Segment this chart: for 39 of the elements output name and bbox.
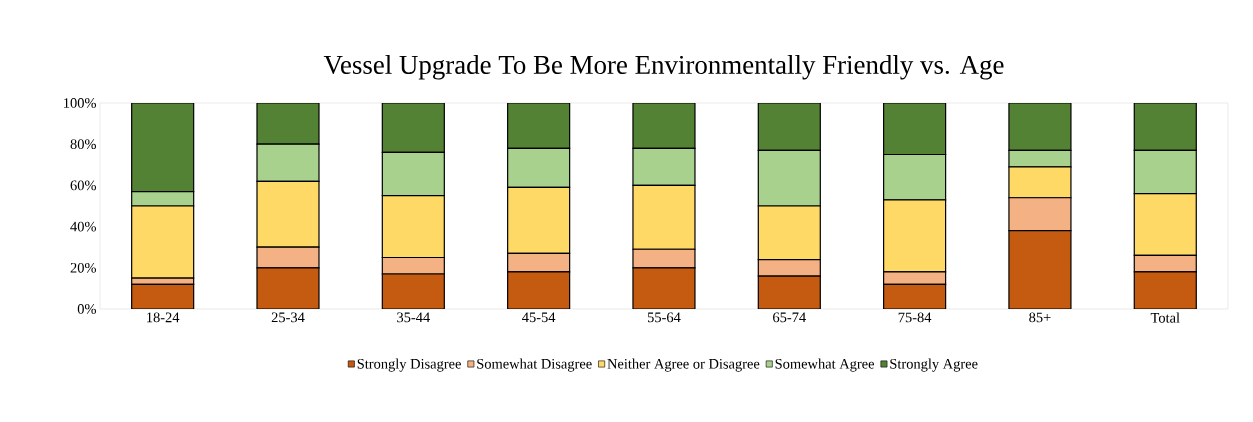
x-tick-label: 85+ — [1029, 312, 1051, 323]
x-tick-label: 35-44 — [397, 312, 430, 323]
y-tick-label: 40% — [70, 221, 96, 232]
bar — [883, 103, 947, 156]
legend-label: Neither Agree or Disagree — [607, 358, 760, 372]
x-tick-label: 55-64 — [647, 312, 681, 323]
y-tick-label: 0% — [77, 304, 96, 314]
bar — [507, 271, 571, 309]
y-tick-label: 60% — [70, 180, 96, 191]
x-tick-label: 65-74 — [773, 312, 806, 323]
bar — [1133, 271, 1197, 309]
legend-label: Somewhat Disagree — [477, 358, 592, 372]
bar — [507, 103, 571, 149]
legend-label: Somewhat Agree — [775, 358, 875, 372]
x-tick-label: 45-54 — [522, 312, 556, 323]
bar — [1008, 103, 1072, 151]
bar — [131, 283, 195, 309]
legend-label: Strongly Disagree — [357, 358, 461, 372]
bar — [381, 103, 445, 154]
legend-label: Strongly Agree — [890, 358, 978, 372]
x-tick-label: 18-24 — [147, 312, 180, 323]
bar — [883, 283, 947, 309]
bar — [757, 103, 821, 151]
bar — [381, 273, 445, 309]
x-tick-label: 25-34 — [271, 312, 305, 323]
bar — [256, 267, 320, 309]
x-tick-label: Total — [1150, 312, 1180, 323]
bar — [1133, 103, 1197, 151]
bar — [131, 103, 195, 193]
bar — [1008, 230, 1072, 309]
y-tick-label: 100% — [64, 98, 96, 108]
y-tick-label: 80% — [70, 139, 96, 150]
bar — [256, 103, 320, 145]
x-tick-label: 75-84 — [898, 312, 932, 323]
bar — [632, 103, 696, 149]
bar — [757, 275, 821, 309]
chart-title: Vessel Upgrade To Be More Environmentally Friendly vs. Age — [323, 55, 1004, 80]
bar — [632, 267, 696, 309]
y-tick-label: 20% — [70, 262, 96, 273]
